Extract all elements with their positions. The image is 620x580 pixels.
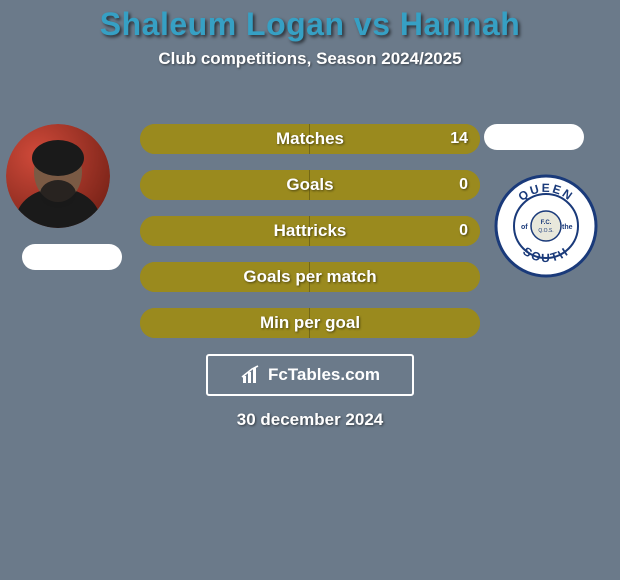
page-subtitle: Club competitions, Season 2024/2025	[0, 49, 620, 69]
stat-bar-right-half	[310, 308, 480, 338]
player-left-name-plate	[22, 244, 122, 270]
svg-text:of: of	[521, 224, 528, 231]
stat-bar-right-half	[310, 216, 480, 246]
club-crest-icon: QUEEN SOUTH of the F.C. Q.O.S.	[494, 174, 598, 278]
page-title: Shaleum Logan vs Hannah	[0, 0, 620, 43]
stat-bar: Goals0	[140, 170, 480, 200]
player-right-name-plate	[484, 124, 584, 150]
brand-text: FcTables.com	[268, 365, 380, 385]
svg-text:the: the	[562, 224, 573, 231]
svg-text:Q.O.S.: Q.O.S.	[538, 228, 553, 234]
stat-bar-right-half	[310, 262, 480, 292]
stat-bar-left-half	[140, 262, 310, 292]
stat-bar: Goals per match	[140, 262, 480, 292]
stat-bar: Min per goal	[140, 308, 480, 338]
stat-bar-left-half	[140, 216, 310, 246]
player-right-avatar: QUEEN SOUTH of the F.C. Q.O.S.	[494, 174, 598, 278]
stat-bar: Hattricks0	[140, 216, 480, 246]
svg-text:F.C.: F.C.	[541, 220, 552, 226]
stat-bar-right-half	[310, 124, 480, 154]
stat-bar-left-half	[140, 124, 310, 154]
stat-bar-right-half	[310, 170, 480, 200]
stat-bar-left-half	[140, 308, 310, 338]
avatar-photo-icon	[6, 124, 110, 228]
player-left-avatar	[6, 124, 110, 228]
stat-bars: Matches14 Goals0 Hattricks0 Goals per match…	[140, 124, 480, 354]
stat-bar-left-half	[140, 170, 310, 200]
brand-box: FcTables.com	[206, 354, 414, 396]
bar-chart-icon	[240, 364, 262, 386]
stat-bar: Matches14	[140, 124, 480, 154]
date-text: 30 december 2024	[0, 410, 620, 430]
